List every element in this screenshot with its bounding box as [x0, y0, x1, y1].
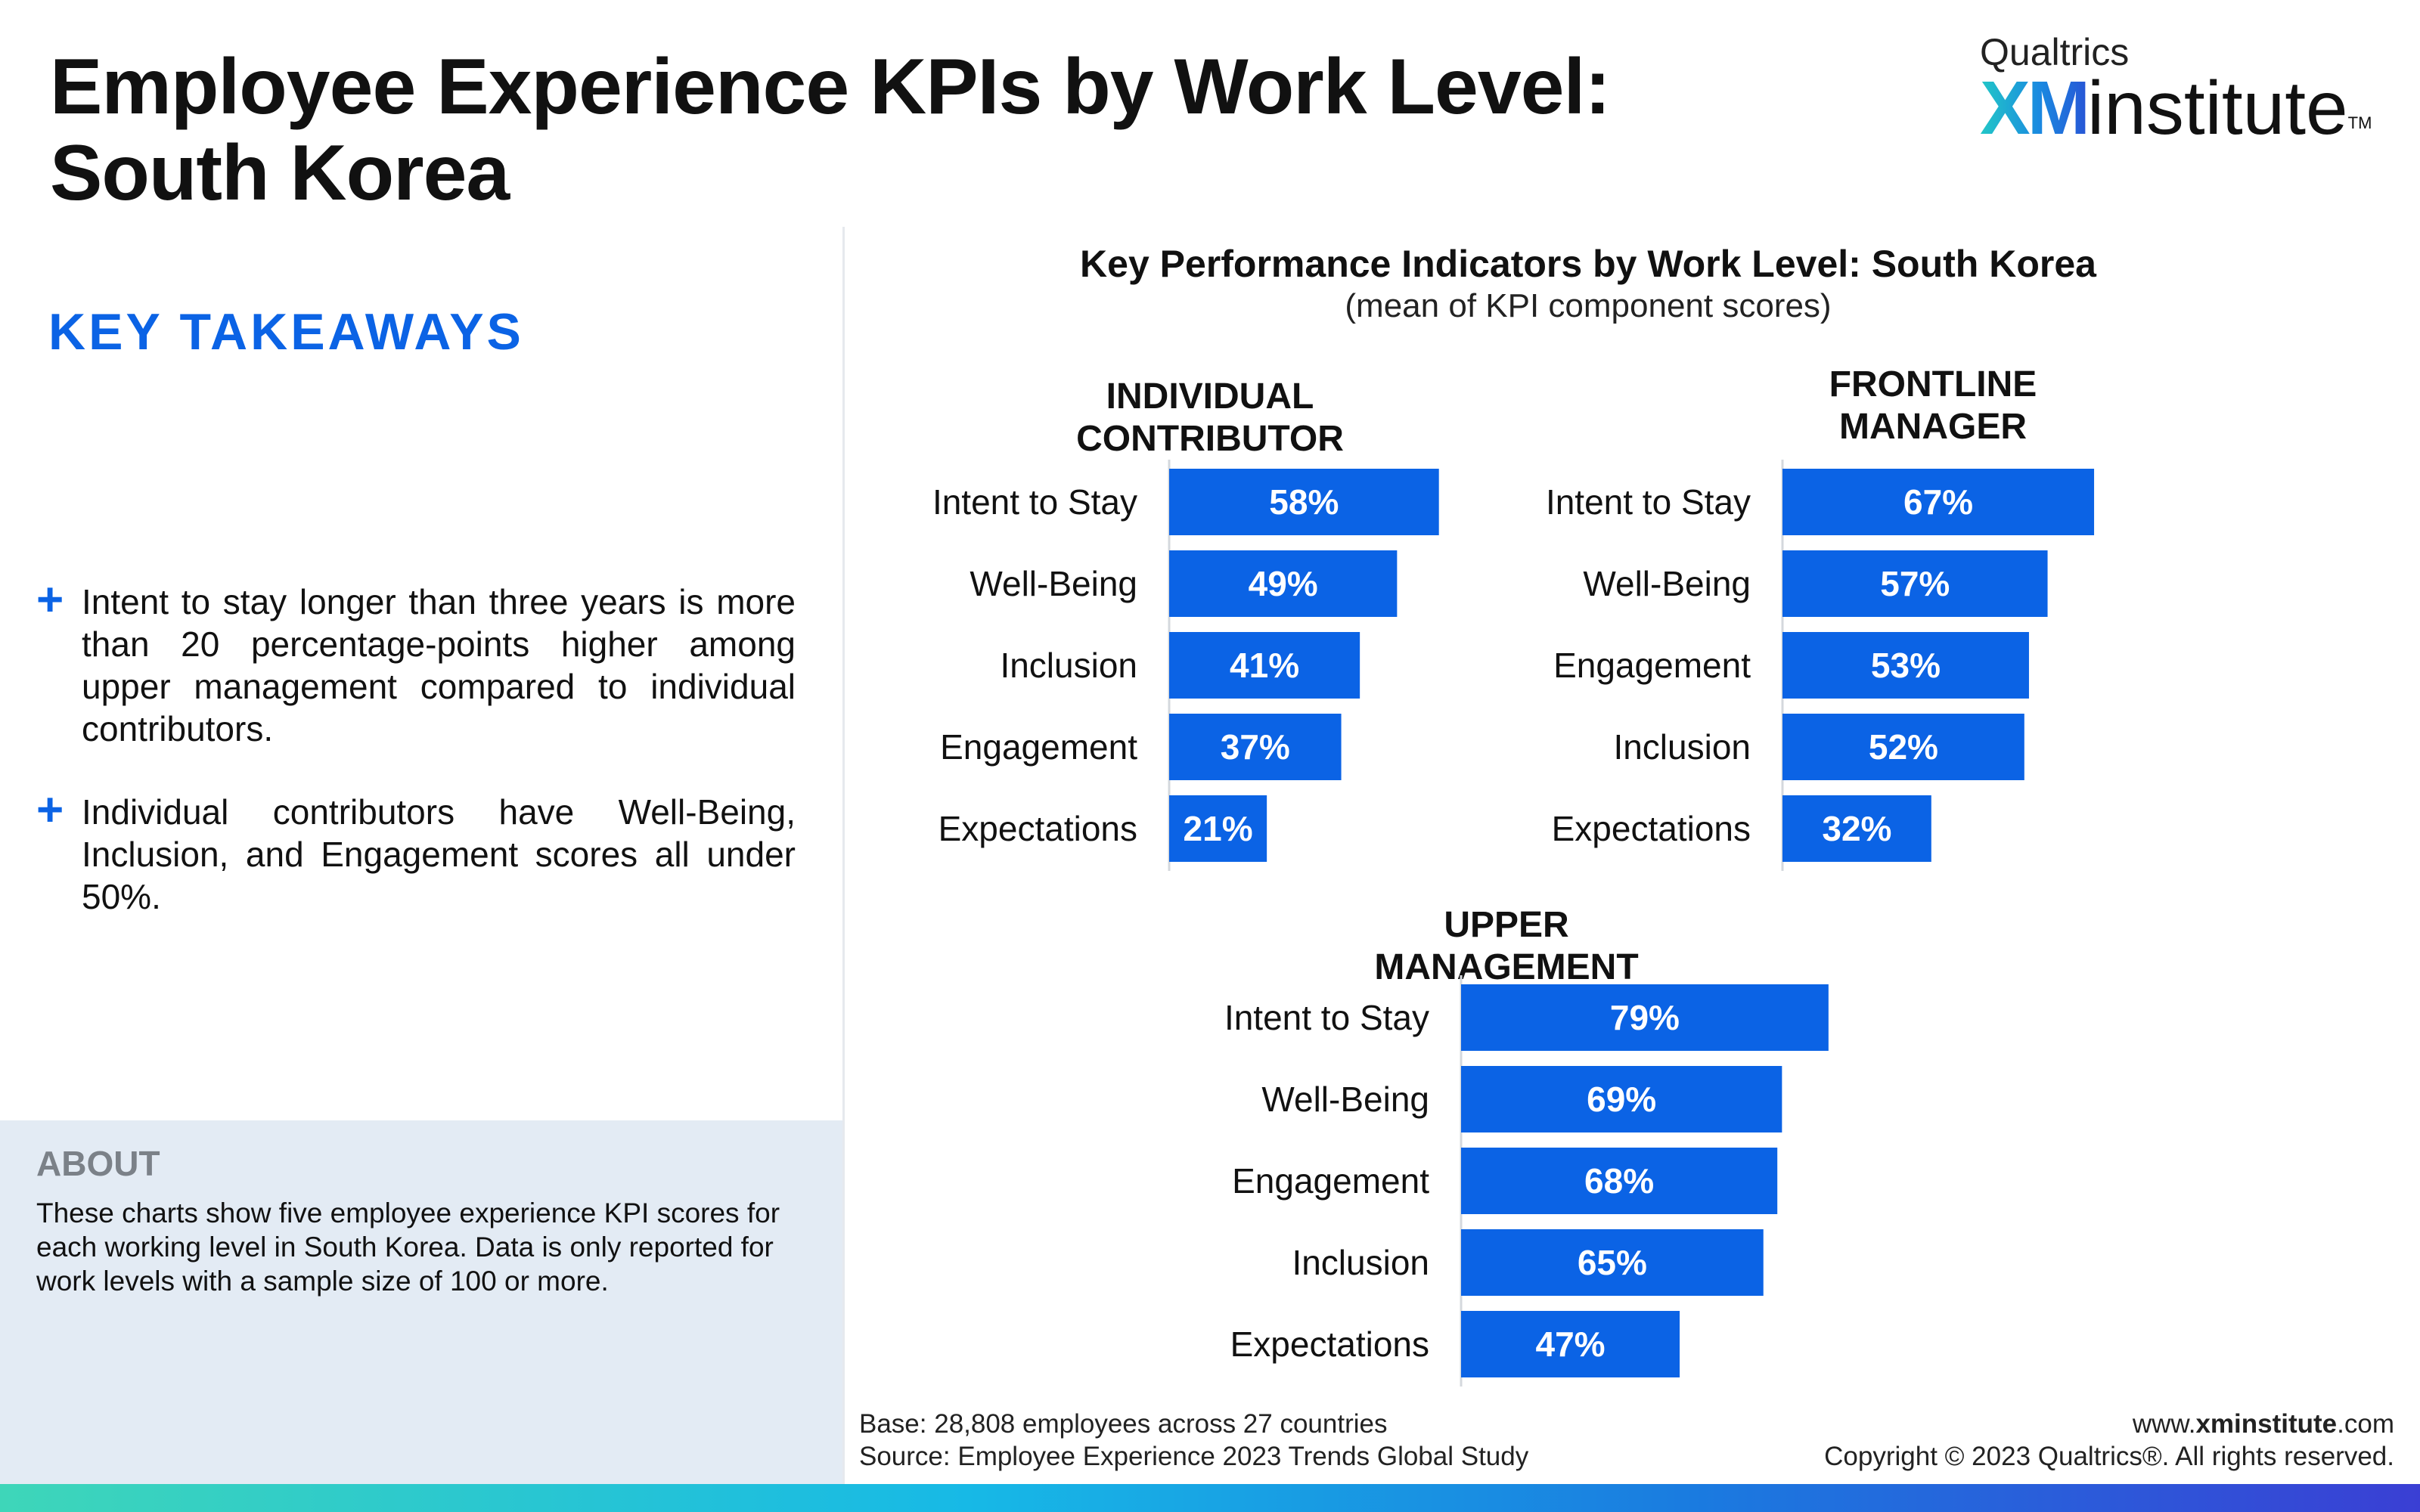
takeaway-text: Intent to stay longer than three years i… [82, 582, 796, 748]
bar [1461, 1229, 1764, 1296]
bar-value-label: 47% [1535, 1325, 1605, 1364]
about-title: ABOUT [36, 1144, 160, 1183]
footer-source-text: Source: Employee Experience 2023 Trends … [859, 1442, 1529, 1471]
panel-title: FRONTLINE [1829, 364, 2037, 404]
bar [1169, 714, 1342, 780]
bar-value-label: 67% [1903, 482, 1973, 522]
bar [1169, 469, 1439, 535]
bar [1782, 714, 2024, 780]
category-label: Well-Being [1261, 1080, 1429, 1119]
plus-icon: + [36, 574, 64, 626]
xm-institute-logo: Qualtrics XMinstituteTM [1980, 30, 2373, 150]
bar-value-label: 57% [1880, 564, 1950, 603]
bar [1782, 632, 2029, 699]
footer-base-text: Base: 28,808 employees across 27 countri… [859, 1409, 1388, 1439]
bar-value-label: 65% [1578, 1243, 1647, 1282]
panel-title: MANAGER [1839, 407, 2027, 447]
bar [1169, 632, 1360, 699]
bar-value-label: 69% [1587, 1080, 1656, 1119]
bar-value-label: 53% [1871, 646, 1941, 685]
bottom-gradient-bar [0, 1484, 2420, 1512]
bar-value-label: 41% [1230, 646, 1299, 685]
category-label: Intent to Stay [1224, 998, 1429, 1037]
category-label: Expectations [1230, 1325, 1429, 1364]
page-title: Employee Experience KPIs by Work Level: … [50, 44, 1789, 216]
logo-institute-text: institute [2087, 66, 2348, 150]
key-takeaways-heading: KEY TAKEAWAYS [48, 303, 524, 361]
logo-tm-text: TM [2347, 113, 2372, 132]
bar-value-label: 21% [1184, 809, 1253, 848]
bar [1461, 1311, 1680, 1377]
page-title-line-2: South Korea [50, 129, 510, 217]
bar-value-label: 58% [1269, 482, 1339, 522]
category-label: Well-Being [970, 564, 1137, 603]
footer-copyright-text: Copyright © 2023 Qualtrics®. All rights … [1824, 1442, 2394, 1471]
category-label: Expectations [939, 809, 1137, 848]
bar-value-label: 37% [1221, 727, 1290, 767]
footer-copyright: www.xminstitute.com Copyright © 2023 Qua… [1824, 1408, 2394, 1473]
category-label: Engagement [940, 727, 1137, 767]
category-label: Inclusion [1000, 646, 1137, 685]
takeaway-item: + Intent to stay longer than three years… [36, 574, 796, 750]
bar-value-label: 32% [1822, 809, 1891, 848]
bar [1782, 550, 2048, 617]
bar [1169, 795, 1267, 862]
bar [1461, 1066, 1782, 1132]
vertical-divider [842, 227, 845, 1484]
plus-icon: + [36, 784, 64, 836]
category-label: Intent to Stay [932, 482, 1137, 522]
category-label: Engagement [1232, 1161, 1429, 1201]
footer-url[interactable]: www.xminstitute.com [1824, 1408, 2394, 1440]
footer-url-domain: xminstitute [2195, 1409, 2338, 1439]
bar-value-label: 79% [1610, 998, 1680, 1037]
category-label: Inclusion [1292, 1243, 1429, 1282]
footer-source: Base: 28,808 employees across 27 countri… [859, 1408, 1528, 1473]
page-title-line-1: Employee Experience KPIs by Work Level: [50, 43, 1611, 131]
logo-wordmark: XMinstituteTM [1980, 67, 2372, 172]
chart-title: Key Performance Indicators by Work Level… [1080, 243, 2096, 285]
category-label: Engagement [1553, 646, 1751, 685]
footer-url-suffix: .com [2337, 1409, 2394, 1439]
bar [1169, 550, 1398, 617]
bar [1782, 795, 1931, 862]
chart-subtitle: (mean of KPI component scores) [1345, 287, 1832, 324]
panel-title: INDIVIDUAL [1106, 376, 1314, 417]
category-label: Intent to Stay [1546, 482, 1751, 522]
about-panel: ABOUT These charts show five employee ex… [0, 1120, 842, 1484]
takeaway-text: Individual contributors have Well-Being,… [82, 792, 796, 916]
bar [1461, 1148, 1778, 1214]
bar-value-label: 49% [1249, 564, 1318, 603]
bar [1782, 469, 2095, 535]
panel-title: UPPER [1444, 905, 1568, 945]
bar-value-label: 68% [1584, 1161, 1654, 1201]
bar-value-label: 52% [1869, 727, 1938, 767]
panel-title: CONTRIBUTOR [1076, 419, 1344, 459]
logo-xm-text: XM [1980, 66, 2090, 150]
bar [1461, 984, 1829, 1051]
category-label: Expectations [1552, 809, 1751, 848]
footer-url-prefix: www. [2132, 1409, 2196, 1439]
category-label: Well-Being [1583, 564, 1751, 603]
category-label: Inclusion [1613, 727, 1751, 767]
logo-qualtrics-text: Qualtrics [1980, 31, 2130, 73]
takeaway-item: + Individual contributors have Well-Bein… [36, 784, 796, 918]
about-text: These charts show five employee experien… [36, 1198, 780, 1297]
panel-title: MANAGEMENT [1374, 947, 1638, 987]
